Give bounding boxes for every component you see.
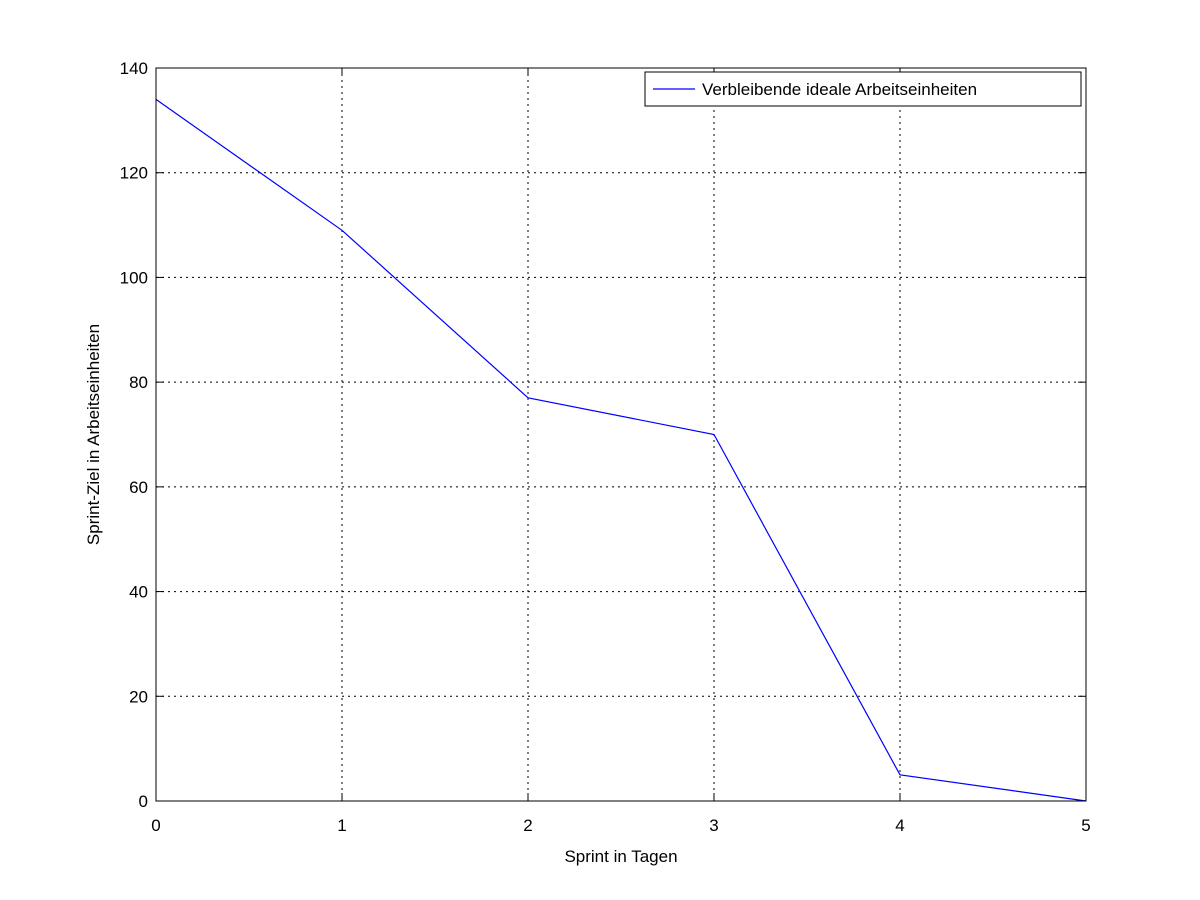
y-tick-label: 0 (139, 792, 148, 811)
y-tick-label: 80 (129, 373, 148, 392)
legend: Verbleibende ideale Arbeitseinheiten (644, 71, 1082, 107)
y-tick-label: 120 (120, 164, 148, 183)
x-tick-label: 3 (709, 816, 718, 835)
plot-area-frame (155, 67, 1087, 802)
x-tick-label: 2 (523, 816, 532, 835)
axis-ticks (155, 67, 1087, 802)
x-axis-tick-labels: 0 1 2 3 4 5 (151, 816, 1090, 835)
y-tick-label: 20 (129, 687, 148, 706)
x-axis-label: Sprint in Tagen (564, 847, 677, 866)
y-tick-label: 40 (129, 583, 148, 602)
series-layer (155, 98, 1087, 802)
series-line-remaining-ideal-work (155, 98, 1087, 802)
y-tick-label: 100 (120, 268, 148, 287)
y-tick-label: 60 (129, 478, 148, 497)
legend-entry-label: Verbleibende ideale Arbeitseinheiten (702, 80, 977, 99)
x-tick-label: 1 (337, 816, 346, 835)
x-tick-label: 4 (895, 816, 904, 835)
y-axis-label: Sprint-Ziel in Arbeitseinheiten (84, 324, 103, 545)
x-tick-label: 0 (151, 816, 160, 835)
y-axis-tick-labels: 0 20 40 60 80 100 120 140 (120, 59, 148, 811)
grid-lines (156, 68, 1086, 801)
y-tick-label: 140 (120, 59, 148, 78)
legend-box (644, 71, 1082, 107)
x-tick-label: 5 (1081, 816, 1090, 835)
